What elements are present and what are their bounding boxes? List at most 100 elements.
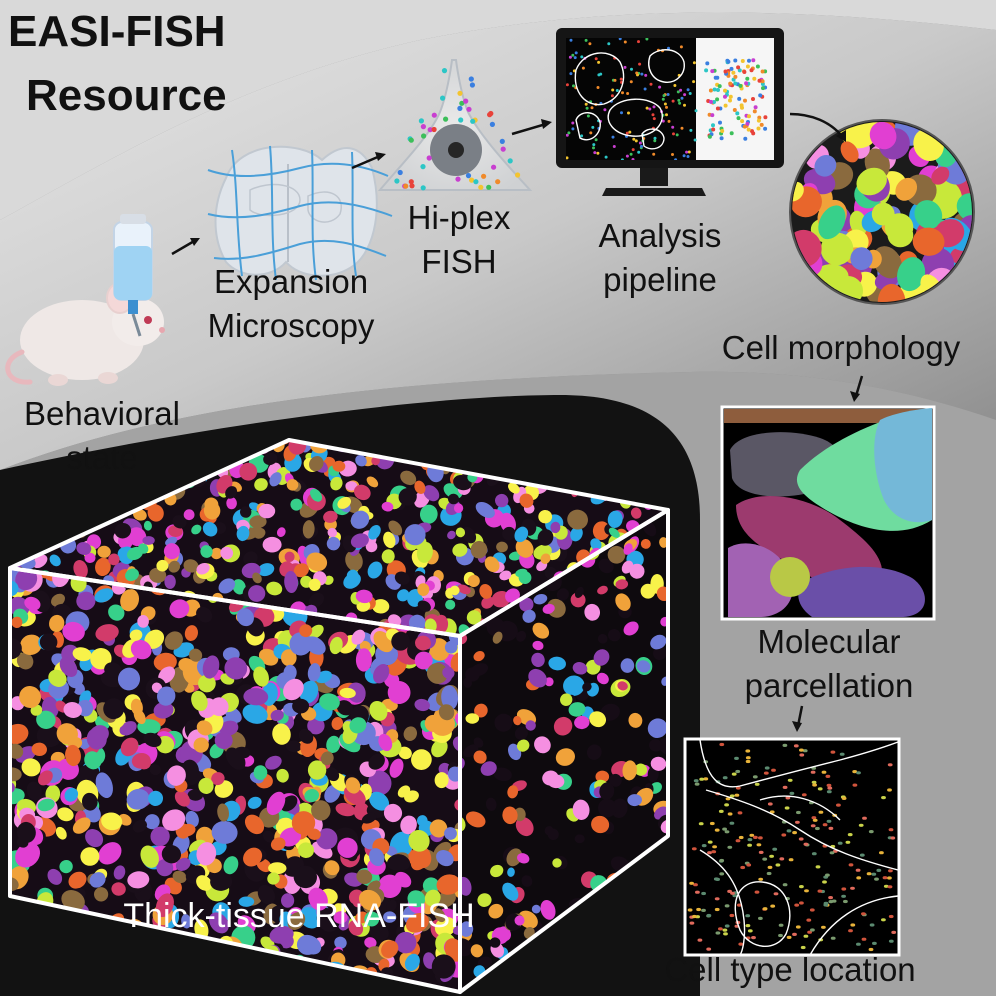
cell-location-dot — [734, 793, 740, 797]
tissue-cell — [319, 693, 340, 711]
tissue-cell — [307, 663, 321, 682]
cell-location-dot — [778, 923, 784, 927]
cell-location-dot — [754, 890, 760, 894]
tissue-cell — [496, 541, 508, 553]
rna-dot — [431, 112, 437, 118]
screen-dot — [729, 131, 734, 136]
tissue-cell — [258, 648, 279, 666]
cell-location-dot — [771, 768, 776, 772]
tissue-cell — [47, 868, 63, 885]
tissue-cell — [542, 603, 555, 614]
tissue-cell — [540, 553, 551, 564]
tissue-cell — [187, 789, 204, 801]
cell-location-dot — [738, 942, 744, 946]
cell-location-dot — [828, 896, 833, 900]
tissue-cell — [129, 629, 143, 641]
tissue-cell — [371, 456, 380, 466]
tissue-cell — [76, 591, 96, 611]
tissue-cell — [465, 811, 486, 828]
screen-dot — [736, 116, 741, 121]
rna-dot — [491, 164, 497, 170]
screen-dot — [751, 58, 756, 63]
screen-dot — [593, 151, 597, 155]
tissue-cell — [383, 911, 397, 923]
screen-dot — [745, 121, 750, 126]
cell-location-dot — [773, 892, 779, 896]
tissue-cell — [449, 585, 460, 596]
tissue-cell — [73, 559, 88, 579]
tissue-cell — [521, 875, 533, 887]
tissue-cell — [493, 767, 512, 782]
tissue-cell — [408, 829, 430, 852]
cell-location-dot — [758, 836, 763, 840]
cell-location-dot — [762, 857, 768, 861]
tissue-cell — [532, 640, 544, 651]
cell-location-dot — [754, 782, 760, 786]
tissue-cell — [172, 515, 187, 529]
tissue-cell — [76, 542, 92, 555]
tissue-cell — [268, 862, 287, 875]
cell-location-dot — [796, 810, 801, 815]
tissue-cell — [572, 662, 588, 675]
tissue-cell — [350, 510, 370, 529]
screen-dot — [760, 79, 765, 84]
rna-dot — [431, 126, 437, 133]
cell-location-dot — [740, 865, 746, 870]
tissue-cell — [419, 504, 438, 524]
tissue-cell — [38, 770, 53, 786]
tissue-cell — [253, 765, 268, 780]
cell-location-dot — [714, 907, 720, 912]
cell-location-dot — [758, 877, 764, 881]
screen-dot — [707, 134, 712, 139]
tissue-cell — [364, 937, 377, 949]
screen-dot — [634, 139, 638, 143]
tissue-cell — [95, 557, 111, 577]
screen-dot — [584, 102, 588, 106]
tissue-cell — [505, 588, 520, 603]
screen-dot — [594, 57, 598, 61]
screen-dot — [666, 93, 670, 96]
cell-location-dot — [825, 774, 831, 779]
tissue-cell — [389, 758, 404, 778]
screen-dot — [728, 94, 733, 99]
tissue-cell — [383, 803, 403, 823]
tissue-cell — [225, 747, 246, 770]
cell-location-dot — [719, 858, 725, 863]
cell-location-dot — [747, 843, 752, 847]
screen-dot — [687, 150, 691, 154]
tissue-cell — [447, 530, 456, 540]
rna-dot — [481, 173, 487, 179]
tissue-cell — [144, 629, 165, 649]
screen-dot — [742, 124, 747, 129]
tissue-cell — [253, 666, 269, 687]
expansion-microscopy-label-line2: Microscopy — [207, 307, 375, 344]
screen-dot — [723, 69, 728, 74]
tissue-cell — [172, 870, 187, 884]
tissue-cell — [364, 911, 380, 927]
segmented-cell — [838, 122, 879, 149]
screen-dot — [671, 125, 675, 129]
tissue-cell — [598, 558, 614, 574]
tissue-cell — [507, 867, 515, 877]
tissue-cell — [329, 636, 343, 655]
cell-location-dot — [883, 884, 889, 888]
water-bottle-icon — [113, 214, 153, 337]
tissue-cell — [94, 588, 114, 603]
cell-location-dot — [826, 790, 832, 794]
tissue-cell — [166, 765, 186, 786]
rna-dot — [500, 146, 506, 152]
screen-dot — [694, 109, 698, 113]
cell-location-dot — [841, 894, 846, 898]
tissue-cell — [31, 742, 47, 757]
screen-dot — [648, 107, 652, 111]
tissue-cell — [142, 536, 155, 545]
screen-dot — [683, 103, 686, 107]
cell-location-dot — [888, 939, 894, 943]
tissue-cell — [198, 777, 214, 794]
rna-dot — [469, 177, 475, 183]
cell-location-dot — [729, 794, 735, 798]
tissue-cell — [336, 700, 354, 716]
tissue-cell — [369, 700, 388, 721]
tissue-cell — [175, 857, 191, 872]
tissue-cell — [570, 592, 586, 608]
